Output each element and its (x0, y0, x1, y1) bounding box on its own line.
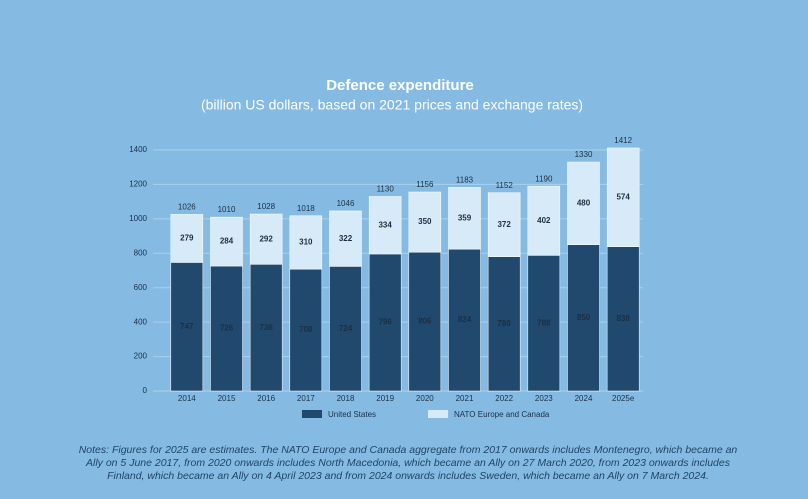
bar-segment (249, 213, 283, 265)
bar-segment (448, 187, 481, 250)
y-tick-label: 1400 (129, 145, 147, 154)
x-tick-label: 2018 (337, 394, 355, 403)
bar-segment (329, 210, 362, 267)
x-tick-label: 2023 (535, 394, 553, 403)
x-tick-label: 2025e (612, 394, 635, 403)
y-tick-label: 800 (134, 248, 148, 257)
bar-segment (527, 185, 561, 256)
value-label: 292 (259, 234, 273, 243)
total-label: 1156 (416, 180, 434, 189)
value-label: 824 (458, 315, 472, 324)
value-label: 574 (616, 192, 630, 201)
bar-segment (487, 256, 521, 392)
total-label: 1028 (257, 202, 275, 211)
value-label: 480 (577, 198, 591, 207)
y-tick-label: 1000 (129, 214, 147, 223)
chart-title: Defence expenditure (326, 77, 474, 94)
value-label: 359 (458, 213, 472, 222)
value-label: 724 (339, 324, 353, 333)
legend-swatch (428, 410, 449, 418)
bar-segment (170, 214, 204, 263)
bar-segment (289, 215, 323, 270)
bar-segment (487, 192, 521, 257)
bar-segment (368, 253, 402, 392)
bar-segment (249, 264, 283, 392)
bar-segment (527, 255, 561, 392)
total-label: 1412 (614, 136, 632, 145)
notes: Notes: Figures for 2025 are estimates. T… (78, 444, 738, 482)
bar-segment (329, 266, 362, 392)
bar-segment (368, 196, 402, 255)
value-label: 284 (220, 237, 234, 246)
bar-segment (210, 265, 243, 392)
legend-label: United States (328, 410, 376, 419)
value-label: 372 (497, 220, 511, 229)
value-label: 780 (497, 319, 511, 328)
total-label: 1018 (297, 204, 315, 213)
value-label: 806 (418, 317, 432, 326)
y-tick-label: 400 (134, 317, 148, 326)
value-label: 838 (616, 314, 630, 323)
x-tick-label: 2017 (297, 394, 315, 403)
total-label: 1046 (337, 199, 355, 208)
value-label: 402 (537, 216, 551, 225)
value-label: 279 (180, 234, 194, 243)
bar-segment (408, 252, 442, 392)
x-tick-label: 2015 (218, 394, 236, 403)
chart: Defence expenditure (billion US dollars,… (129, 77, 643, 419)
value-label: 310 (299, 238, 313, 247)
total-label: 1183 (456, 175, 474, 184)
bar-segment (567, 161, 600, 245)
x-tick-label: 2016 (257, 394, 275, 403)
x-tick-label: 2019 (376, 394, 394, 403)
total-label: 1190 (535, 174, 553, 183)
y-tick-label: 200 (134, 352, 148, 361)
value-label: 708 (299, 325, 313, 334)
value-label: 850 (577, 313, 591, 322)
total-label: 1330 (575, 150, 593, 159)
bar-segment (567, 244, 600, 392)
value-label: 747 (180, 322, 194, 331)
total-label: 1152 (496, 181, 514, 190)
y-tick-label: 1200 (129, 180, 147, 189)
bar-segment (170, 262, 204, 392)
value-label: 350 (418, 217, 432, 226)
value-label: 796 (378, 318, 392, 327)
y-tick-label: 600 (134, 283, 148, 292)
bar-segment (210, 216, 243, 267)
total-label: 1130 (377, 185, 395, 194)
legend-label: NATO Europe and Canada (454, 410, 550, 419)
value-label: 788 (537, 318, 551, 327)
bar-segment (408, 191, 442, 253)
y-tick-label: 0 (143, 386, 148, 395)
bar-segment (448, 248, 481, 392)
x-tick-label: 2022 (495, 394, 513, 403)
value-label: 726 (220, 324, 234, 333)
x-tick-label: 2020 (416, 394, 434, 403)
total-label: 1026 (178, 202, 196, 211)
value-label: 736 (259, 323, 273, 332)
bar-segment (606, 246, 640, 392)
legend-swatch (302, 410, 322, 418)
bar-segment (606, 147, 640, 247)
x-tick-label: 2021 (456, 394, 474, 403)
x-tick-label: 2024 (575, 394, 593, 403)
total-label: 1010 (218, 205, 236, 214)
x-tick-label: 2014 (178, 394, 196, 403)
chart-subtitle: (billion US dollars, based on 2021 price… (201, 97, 583, 113)
value-label: 322 (339, 234, 353, 243)
value-label: 334 (378, 220, 392, 229)
